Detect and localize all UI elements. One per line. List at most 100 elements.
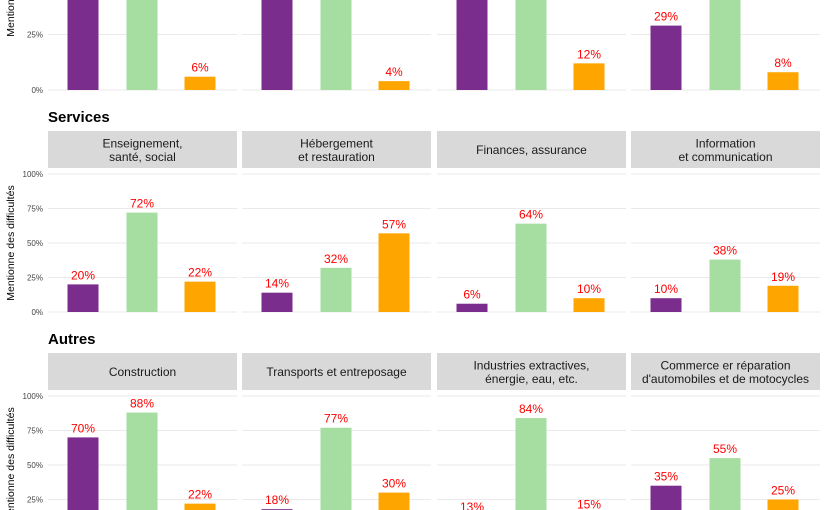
bar xyxy=(709,458,741,510)
bar xyxy=(320,427,352,510)
bar xyxy=(650,298,682,312)
facet-strip xyxy=(437,131,626,168)
value-label: 14% xyxy=(265,277,289,291)
facet-title: Construction xyxy=(109,365,176,379)
bar xyxy=(67,0,99,90)
bar xyxy=(378,233,410,312)
value-label: 77% xyxy=(324,412,348,426)
value-label: 30% xyxy=(382,477,406,491)
value-label: 22% xyxy=(188,266,212,280)
y-tick-label: 75% xyxy=(27,427,43,436)
bar xyxy=(261,292,293,312)
value-label: 20% xyxy=(71,268,95,282)
facet-strip xyxy=(242,353,431,390)
facet-title: et restauration xyxy=(298,150,375,164)
bar xyxy=(378,492,410,510)
facet-title: Enseignement, xyxy=(102,136,182,150)
value-label: 25% xyxy=(771,484,795,498)
y-tick-label: 100% xyxy=(23,392,43,401)
y-tick-label: 50% xyxy=(27,239,43,248)
facet-strip xyxy=(631,131,820,168)
bar xyxy=(126,412,158,510)
bar xyxy=(378,81,410,90)
value-label: 18% xyxy=(265,493,289,507)
value-label: 38% xyxy=(713,244,737,258)
y-tick-label: 25% xyxy=(27,496,43,505)
facet-title: Transports et entreposage xyxy=(266,365,407,379)
value-label: 88% xyxy=(130,397,154,411)
group-title-2: Autres xyxy=(48,331,96,348)
y-axis-title: Mentionne des difficultés xyxy=(5,407,17,510)
value-label: 72% xyxy=(130,197,154,211)
bar xyxy=(126,0,158,90)
y-tick-label: 25% xyxy=(27,274,43,283)
facet-title: d'automobiles et de motocycles xyxy=(642,372,809,386)
y-axis-title: Mentionne des difficultés xyxy=(5,0,17,37)
bar xyxy=(515,418,547,510)
value-label: 6% xyxy=(463,288,481,302)
facet-title: Information xyxy=(695,136,755,150)
bar xyxy=(320,0,352,90)
facet-title: santé, social xyxy=(109,150,176,164)
value-label: 8% xyxy=(774,56,792,70)
y-tick-label: 0% xyxy=(31,308,43,317)
bar xyxy=(126,212,158,312)
value-label: 10% xyxy=(654,282,678,296)
facet-strip xyxy=(631,353,820,390)
bar xyxy=(515,0,547,90)
bar xyxy=(767,72,799,90)
y-tick-label: 75% xyxy=(27,205,43,214)
facet-strip xyxy=(242,131,431,168)
facet-strip xyxy=(48,131,237,168)
value-label: 64% xyxy=(519,208,543,222)
value-label: 6% xyxy=(191,61,209,75)
value-label: 32% xyxy=(324,252,348,266)
value-label: 22% xyxy=(188,488,212,502)
bar xyxy=(320,267,352,312)
value-label: 15% xyxy=(577,497,601,510)
bar xyxy=(456,0,488,90)
facet-title: Industries extractives, xyxy=(473,358,589,372)
bar xyxy=(650,25,682,90)
facet-strip xyxy=(48,353,237,390)
y-tick-label: 100% xyxy=(23,170,43,179)
bar xyxy=(767,499,799,510)
facet-title: Commerce er réparation xyxy=(660,358,790,372)
y-tick-label: 0% xyxy=(31,86,43,95)
value-label: 84% xyxy=(519,402,543,416)
value-label: 12% xyxy=(577,47,601,61)
bar xyxy=(67,437,99,510)
bar xyxy=(515,223,547,312)
bar xyxy=(573,63,605,90)
value-label: 19% xyxy=(771,270,795,284)
bar xyxy=(709,259,741,312)
bar xyxy=(573,298,605,312)
y-tick-label: 25% xyxy=(27,31,43,40)
bar xyxy=(184,503,216,510)
value-label: 70% xyxy=(71,421,95,435)
facet-title: Finances, assurance xyxy=(476,143,587,157)
value-label: 10% xyxy=(577,282,601,296)
bar xyxy=(650,485,682,510)
bar xyxy=(456,303,488,312)
y-axis-title: Mentionne des difficultés xyxy=(5,185,17,300)
bar xyxy=(184,281,216,312)
value-label: 29% xyxy=(654,10,678,24)
group-title-1: Services xyxy=(48,109,110,126)
value-label: 13% xyxy=(460,500,484,510)
value-label: 55% xyxy=(713,442,737,456)
facet-title: et communication xyxy=(678,150,772,164)
y-tick-label: 50% xyxy=(27,461,43,470)
facet-title: Hébergement xyxy=(300,136,373,150)
value-label: 35% xyxy=(654,470,678,484)
bar xyxy=(67,284,99,312)
value-label: 4% xyxy=(385,65,403,79)
bar xyxy=(767,285,799,312)
bar xyxy=(184,76,216,90)
facet-title: énergie, eau, etc. xyxy=(485,372,578,386)
value-label: 57% xyxy=(382,217,406,231)
bar xyxy=(709,0,741,90)
bar xyxy=(261,0,293,90)
facet-strip xyxy=(437,353,626,390)
